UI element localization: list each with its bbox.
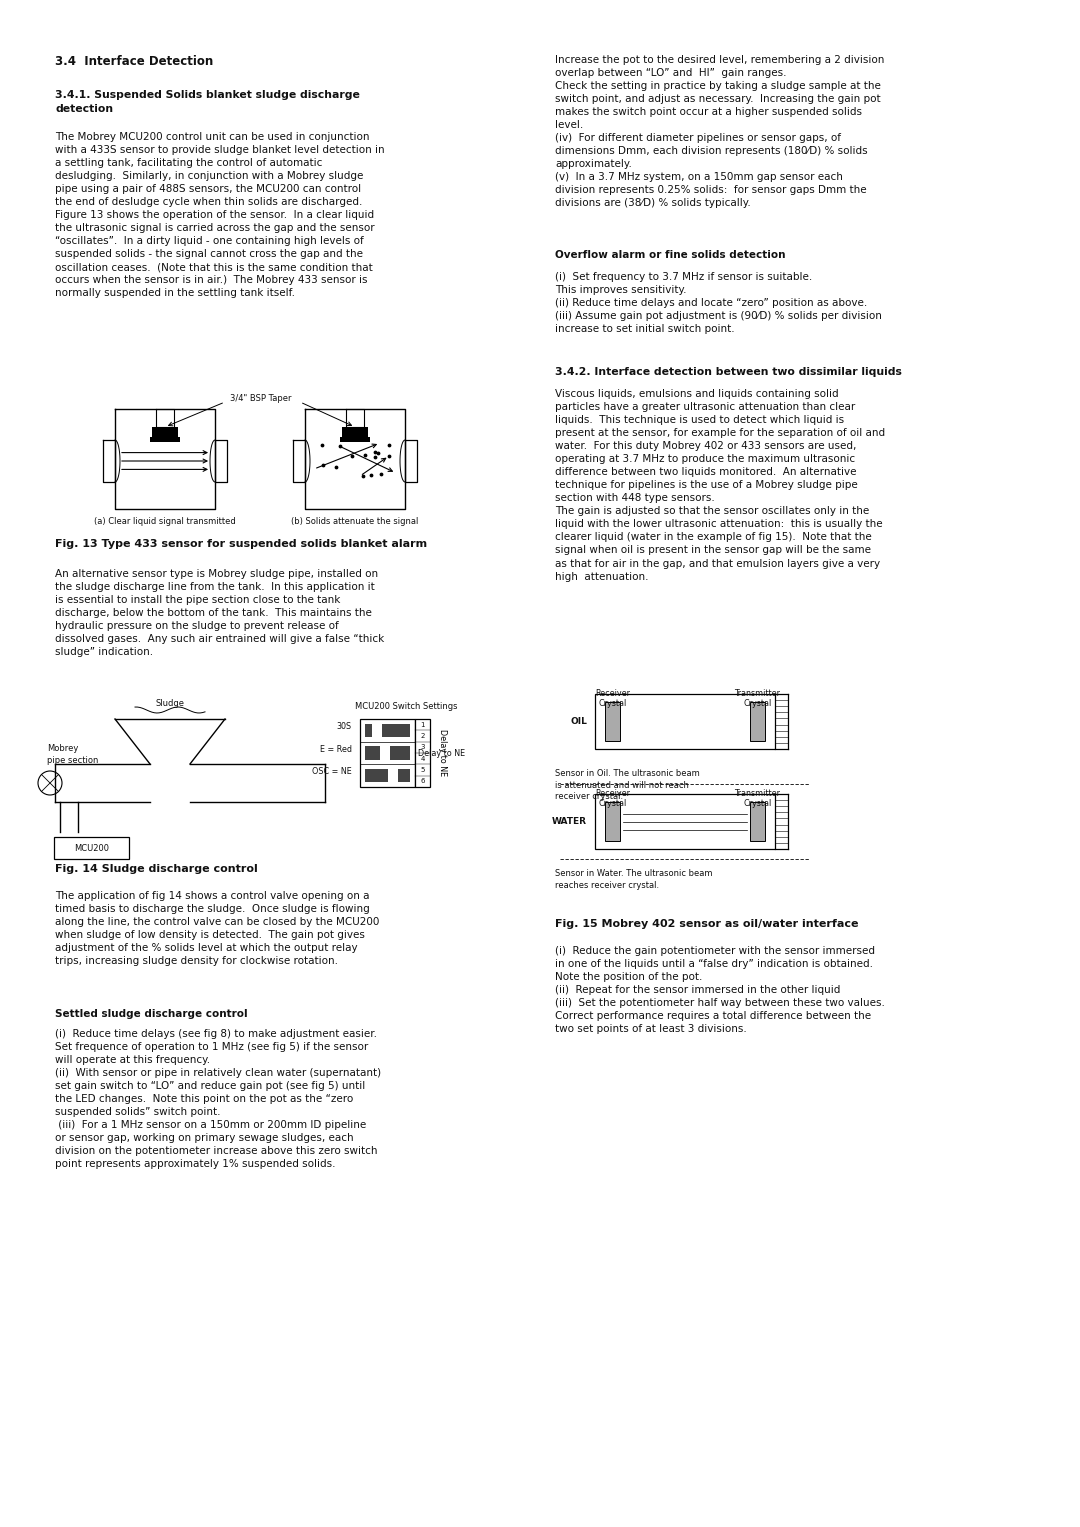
Text: (b) Solids attenuate the signal: (b) Solids attenuate the signal xyxy=(292,518,419,525)
Text: Increase the pot to the desired level, remembering a 2 division
overlap between : Increase the pot to the desired level, r… xyxy=(555,55,885,209)
Text: MCU200: MCU200 xyxy=(75,843,109,852)
Bar xyxy=(365,724,410,738)
Point xyxy=(380,444,397,469)
Bar xyxy=(605,802,620,841)
Text: Sensor in Water. The ultrasonic beam
reaches receiver crystal.: Sensor in Water. The ultrasonic beam rea… xyxy=(555,869,713,890)
Text: Viscous liquids, emulsions and liquids containing solid
particles have a greater: Viscous liquids, emulsions and liquids c… xyxy=(555,389,886,582)
Point xyxy=(380,432,397,457)
Bar xyxy=(595,794,775,849)
Text: Fig. 14 Sludge discharge control: Fig. 14 Sludge discharge control xyxy=(55,864,258,873)
Point xyxy=(373,461,390,486)
Bar xyxy=(54,837,129,860)
Text: Sludge: Sludge xyxy=(156,699,185,709)
Text: (i)  Set frequency to 3.7 MHz if sensor is suitable.
This improves sensitivity.
: (i) Set frequency to 3.7 MHz if sensor i… xyxy=(555,272,882,334)
Text: The application of fig 14 shows a control valve opening on a
timed basis to disc: The application of fig 14 shows a contro… xyxy=(55,890,379,967)
Text: 2: 2 xyxy=(420,733,424,739)
Bar xyxy=(365,770,410,782)
Point xyxy=(366,440,383,464)
Text: 3/4" BSP Taper: 3/4" BSP Taper xyxy=(230,394,292,403)
Point xyxy=(369,441,387,466)
Text: E = Red: E = Red xyxy=(320,745,352,753)
Bar xyxy=(415,719,430,786)
Text: 3.4.2. Interface detection between two dissimilar liquids: 3.4.2. Interface detection between two d… xyxy=(555,366,902,377)
Bar xyxy=(388,768,399,783)
Bar xyxy=(750,702,765,741)
Text: MCU200 Switch Settings: MCU200 Switch Settings xyxy=(355,702,458,712)
Bar xyxy=(152,428,177,437)
Point xyxy=(356,443,374,467)
Text: 30S: 30S xyxy=(337,722,352,731)
Bar xyxy=(340,437,370,441)
Bar xyxy=(342,428,367,437)
Point xyxy=(363,463,380,487)
Text: Transmitter
Crystal: Transmitter Crystal xyxy=(734,689,781,709)
Text: An alternative sensor type is Mobrey sludge pipe, installed on
the sludge discha: An alternative sensor type is Mobrey slu… xyxy=(55,570,384,657)
Text: Fig. 13 Type 433 sensor for suspended solids blanket alarm: Fig. 13 Type 433 sensor for suspended so… xyxy=(55,539,427,550)
Point xyxy=(314,454,332,478)
Text: 3.4.1. Suspended Solids blanket sludge discharge
detection: 3.4.1. Suspended Solids blanket sludge d… xyxy=(55,90,360,115)
Text: (i)  Reduce the gain potentiometer with the sensor immersed
in one of the liquid: (i) Reduce the gain potentiometer with t… xyxy=(555,947,885,1034)
Text: 4: 4 xyxy=(420,756,424,762)
Text: Overflow alarm or fine solids detection: Overflow alarm or fine solids detection xyxy=(555,250,785,260)
Text: Transmitter
Crystal: Transmitter Crystal xyxy=(734,789,781,808)
Text: 1: 1 xyxy=(420,722,424,728)
Text: (i)  Reduce time delays (see fig 8) to make adjustment easier.
Set frequence of : (i) Reduce time delays (see fig 8) to ma… xyxy=(55,1029,381,1170)
Text: 3: 3 xyxy=(420,744,424,750)
Bar xyxy=(605,702,620,741)
Text: Delay to NE: Delay to NE xyxy=(418,748,465,757)
Bar xyxy=(365,747,410,760)
Text: Fig. 15 Mobrey 402 sensor as oil/water interface: Fig. 15 Mobrey 402 sensor as oil/water i… xyxy=(555,919,859,928)
Point xyxy=(354,464,372,489)
Text: (a) Clear liquid signal transmitted: (a) Clear liquid signal transmitted xyxy=(94,518,235,525)
Bar xyxy=(150,437,180,441)
Text: OSC = NE: OSC = NE xyxy=(312,767,352,776)
Text: OIL: OIL xyxy=(570,718,588,725)
Bar xyxy=(595,693,775,750)
Bar xyxy=(750,802,765,841)
Text: The Mobrey MCU200 control unit can be used in conjunction
with a 433S sensor to : The Mobrey MCU200 control unit can be us… xyxy=(55,131,384,298)
Point xyxy=(313,434,330,458)
Bar xyxy=(380,745,390,760)
Point xyxy=(343,444,361,469)
Text: Receiver
Crystal: Receiver Crystal xyxy=(595,689,630,709)
Text: Settled sludge discharge control: Settled sludge discharge control xyxy=(55,1009,247,1019)
Bar xyxy=(360,719,415,786)
Text: Mobrey
pipe section: Mobrey pipe section xyxy=(48,744,98,765)
Point xyxy=(332,434,349,458)
Text: Receiver
Crystal: Receiver Crystal xyxy=(595,789,630,808)
Text: 6: 6 xyxy=(420,779,424,785)
Bar xyxy=(372,722,382,738)
Text: 5: 5 xyxy=(420,767,424,773)
Text: WATER: WATER xyxy=(552,817,588,826)
Text: Delay to NE: Delay to NE xyxy=(437,730,446,777)
Point xyxy=(327,455,345,479)
Text: Sensor in Oil. The ultrasonic beam
is attenuated and will not reach
receiver cry: Sensor in Oil. The ultrasonic beam is at… xyxy=(555,770,700,802)
Point xyxy=(366,444,383,469)
Text: 3.4  Interface Detection: 3.4 Interface Detection xyxy=(55,55,213,69)
